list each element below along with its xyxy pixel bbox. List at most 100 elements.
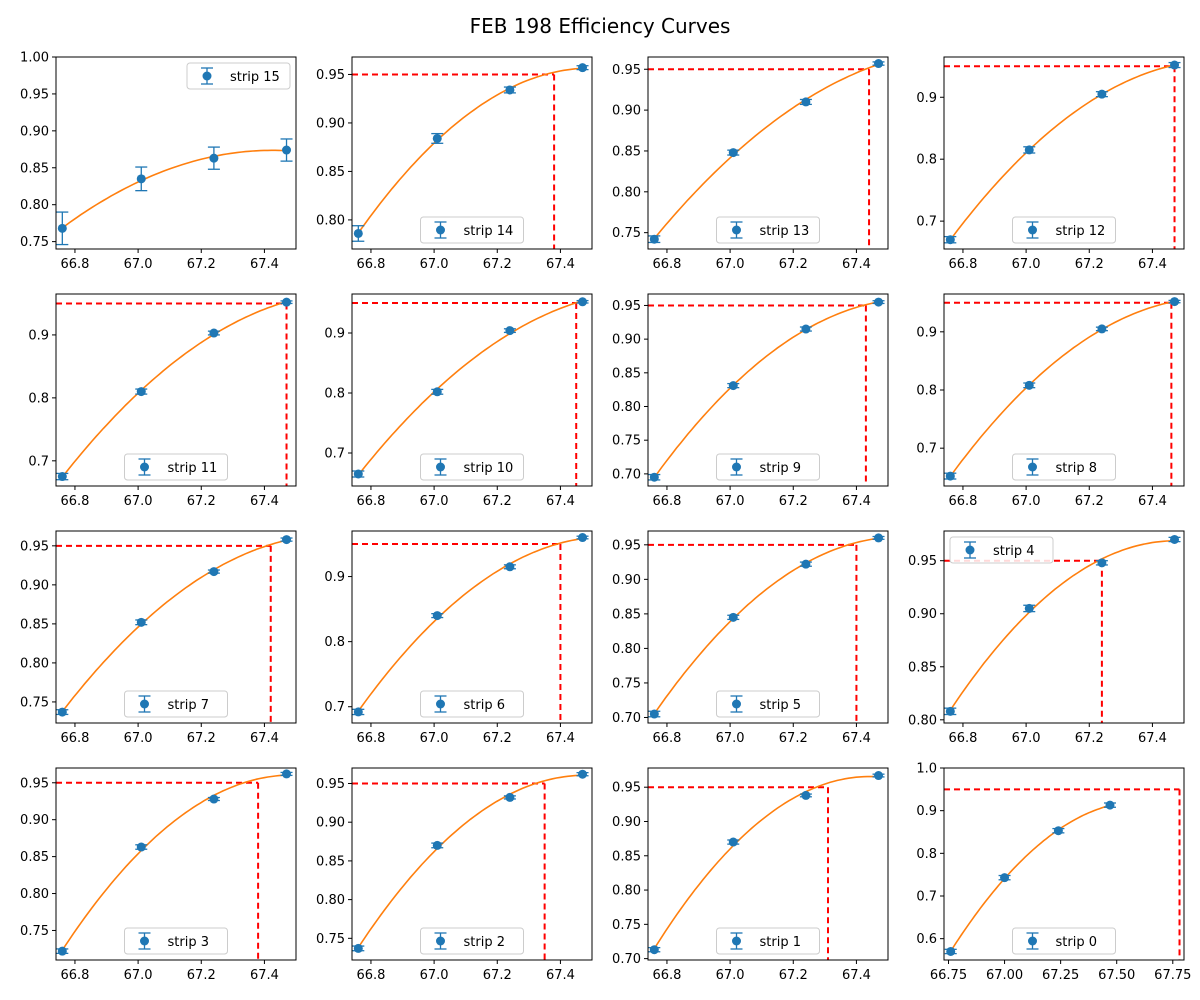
data-point	[728, 148, 738, 158]
legend-label: strip 7	[168, 698, 209, 713]
y-tick-label: 0.95	[20, 539, 49, 554]
x-tick-label: 67.4	[250, 968, 279, 983]
data-point	[136, 174, 146, 184]
x-tick-label: 66.8	[60, 731, 89, 746]
subplot-strip-8: 66.8 67.0 67.2 67.4 0.7 0.8 0.9 strip 8	[916, 293, 1185, 509]
x-tick-label: 67.4	[1138, 257, 1167, 272]
x-tick-label: 67.2	[483, 257, 512, 272]
data-point	[1170, 60, 1180, 70]
y-tick-label: 0.95	[612, 299, 641, 314]
legend-marker-point	[1028, 225, 1037, 235]
data-point	[1170, 534, 1180, 544]
legend-marker-point	[140, 699, 149, 709]
y-tick-label: 0.9	[916, 804, 937, 819]
data-point	[505, 85, 515, 95]
data-point	[353, 707, 363, 717]
data-point	[1024, 380, 1034, 390]
y-tick-label: 0.95	[20, 87, 49, 102]
y-tick-label: 0.95	[612, 538, 641, 553]
y-tick-label: 0.8	[324, 635, 345, 650]
x-tick-label: 67.2	[187, 494, 216, 509]
legend-marker-point	[732, 699, 741, 709]
x-tick-label: 67.4	[1138, 494, 1167, 509]
fit-curve	[357, 537, 583, 712]
data-point	[57, 946, 67, 956]
legend-box	[1012, 216, 1116, 244]
subplot-strip-5: 66.8 67.0 67.2 67.4 0.70 0.75 0.80 0.85 0.90 0.95…	[612, 530, 889, 746]
y-tick-label: 0.80	[20, 656, 49, 671]
legend-label: strip 2	[464, 935, 505, 950]
x-tick-label: 67.4	[546, 257, 575, 272]
x-tick-label: 67.0	[420, 494, 449, 509]
legend: strip 14	[420, 216, 524, 244]
y-tick-label: 0.8	[916, 153, 937, 168]
legend-label: strip 13	[760, 224, 810, 239]
y-tick-label: 0.70	[612, 467, 641, 482]
plot-area	[944, 60, 1181, 249]
y-tick-label: 0.90	[316, 816, 345, 831]
data-point	[353, 943, 363, 953]
legend-label: strip 3	[168, 935, 209, 950]
axes-frame	[943, 530, 1185, 724]
legend: strip 6	[420, 690, 524, 718]
fit-curve	[653, 775, 879, 950]
fit-curve	[949, 540, 1175, 711]
data-point	[874, 533, 884, 543]
y-tick-label: 0.90	[612, 573, 641, 588]
legend-label: strip 14	[464, 224, 514, 239]
x-tick-label: 67.75	[1154, 968, 1191, 983]
x-tick-label: 66.8	[948, 494, 977, 509]
x-tick-label: 67.4	[546, 731, 575, 746]
legend-label: strip 9	[760, 461, 801, 476]
legend-box	[1012, 927, 1116, 955]
plot-area	[56, 297, 293, 486]
y-tick-label: 0.80	[316, 893, 345, 908]
subplot-strip-6: 66.8 67.0 67.2 67.4 0.7 0.8 0.9 strip 6	[324, 530, 593, 746]
x-tick-label: 66.8	[356, 257, 385, 272]
x-tick-label: 67.2	[483, 494, 512, 509]
y-tick-label: 0.85	[612, 607, 641, 622]
y-tick-label: 0.9	[916, 91, 937, 106]
legend-box	[420, 690, 524, 718]
x-tick-label: 67.0	[1012, 731, 1041, 746]
axes-frame	[55, 767, 297, 961]
legend-label: strip 4	[993, 544, 1034, 559]
legend: strip 0	[1012, 927, 1116, 955]
data-point	[578, 769, 588, 779]
x-tick-label: 67.2	[779, 968, 808, 983]
y-tick-label: 0.9	[916, 325, 937, 340]
y-tick-label: 1.0	[916, 762, 937, 777]
legend-label: strip 0	[1056, 935, 1097, 950]
y-tick-label: 0.85	[20, 850, 49, 865]
x-tick-label: 67.50	[1098, 968, 1135, 983]
data-point	[282, 297, 292, 307]
legend: strip 12	[1012, 216, 1116, 244]
legend-box	[949, 536, 1054, 564]
x-tick-label: 67.2	[779, 494, 808, 509]
fit-curve	[653, 301, 879, 478]
legend-box	[186, 62, 291, 90]
plot-area	[56, 138, 293, 246]
data-point	[1097, 89, 1107, 99]
y-tick-label: 0.7	[916, 215, 937, 230]
y-tick-label: 0.80	[612, 642, 641, 657]
y-tick-label: 0.6	[916, 932, 937, 947]
y-tick-label: 0.85	[20, 617, 49, 632]
x-tick-label: 67.2	[1075, 257, 1104, 272]
y-tick-label: 0.9	[324, 570, 345, 585]
y-tick-label: 0.90	[316, 116, 345, 131]
legend-label: strip 15	[230, 70, 280, 85]
y-tick-label: 0.9	[28, 328, 49, 343]
y-tick-label: 0.95	[612, 781, 641, 796]
y-tick-label: 0.85	[316, 165, 345, 180]
legend-marker-point	[732, 225, 741, 235]
data-point	[945, 706, 955, 716]
x-tick-label: 67.4	[250, 731, 279, 746]
x-tick-label: 67.0	[420, 968, 449, 983]
legend-label: strip 1	[760, 935, 801, 950]
x-tick-label: 67.0	[716, 968, 745, 983]
subplot-strip-1: 66.8 67.0 67.2 67.4 0.70 0.75 0.80 0.85 0.90 0.95…	[612, 767, 889, 983]
legend-marker-point	[436, 699, 445, 709]
x-tick-label: 67.0	[420, 257, 449, 272]
x-tick-label: 66.8	[60, 494, 89, 509]
